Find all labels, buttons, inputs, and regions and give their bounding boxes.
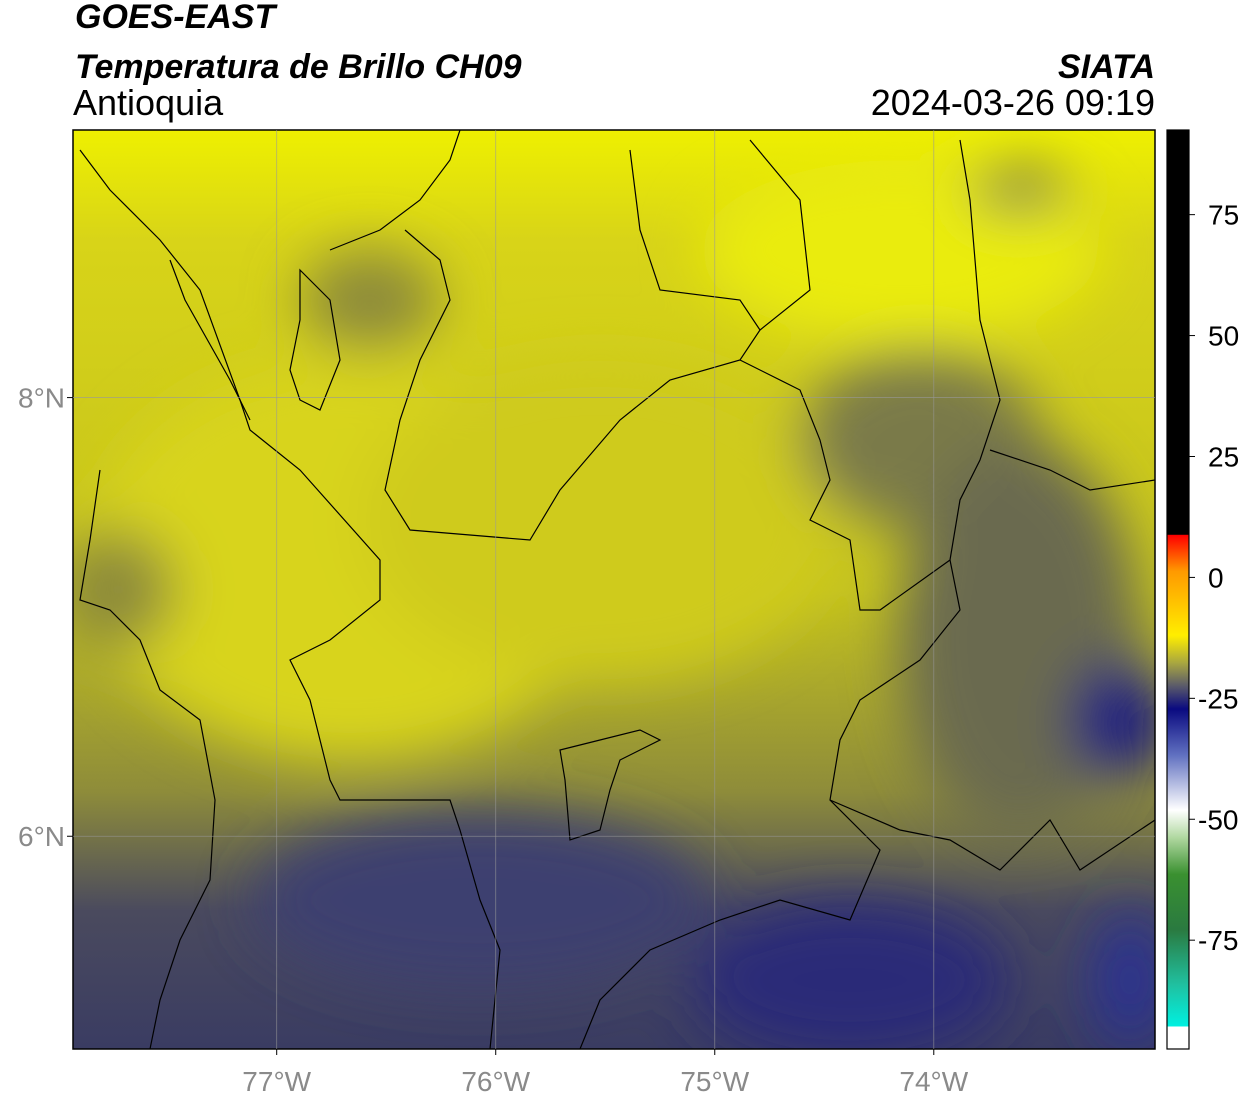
colorbar-tick-label: 75 bbox=[1208, 200, 1239, 231]
colorbar-tick-label: 50 bbox=[1208, 321, 1239, 352]
lat-tick-label: 8°N bbox=[18, 383, 65, 414]
colorbar-tick-label: 25 bbox=[1208, 441, 1239, 472]
lon-tick-label: 77°W bbox=[242, 1066, 311, 1097]
brightness-field bbox=[73, 130, 1155, 1049]
datetime: 2024-03-26 09:19 bbox=[871, 82, 1155, 123]
title: GOES-EAST bbox=[75, 0, 278, 36]
source: SIATA bbox=[1058, 48, 1155, 86]
subtitle: Temperatura de Brillo CH09 bbox=[75, 48, 522, 86]
lon-tick-label: 76°W bbox=[461, 1066, 530, 1097]
map-frame bbox=[72, 129, 1156, 1050]
colorbar-tick-label: 0 bbox=[1208, 562, 1224, 593]
colorbar-tick-label: -75 bbox=[1198, 925, 1238, 956]
region: Antioquia bbox=[73, 82, 224, 123]
colorbar bbox=[1166, 129, 1190, 1050]
lon-tick-label: 74°W bbox=[899, 1066, 968, 1097]
colorbar-tick-label: -25 bbox=[1198, 683, 1238, 714]
lat-tick-label: 6°N bbox=[18, 821, 65, 852]
lon-tick-label: 75°W bbox=[680, 1066, 749, 1097]
colorbar-tick-label: -50 bbox=[1198, 804, 1238, 835]
